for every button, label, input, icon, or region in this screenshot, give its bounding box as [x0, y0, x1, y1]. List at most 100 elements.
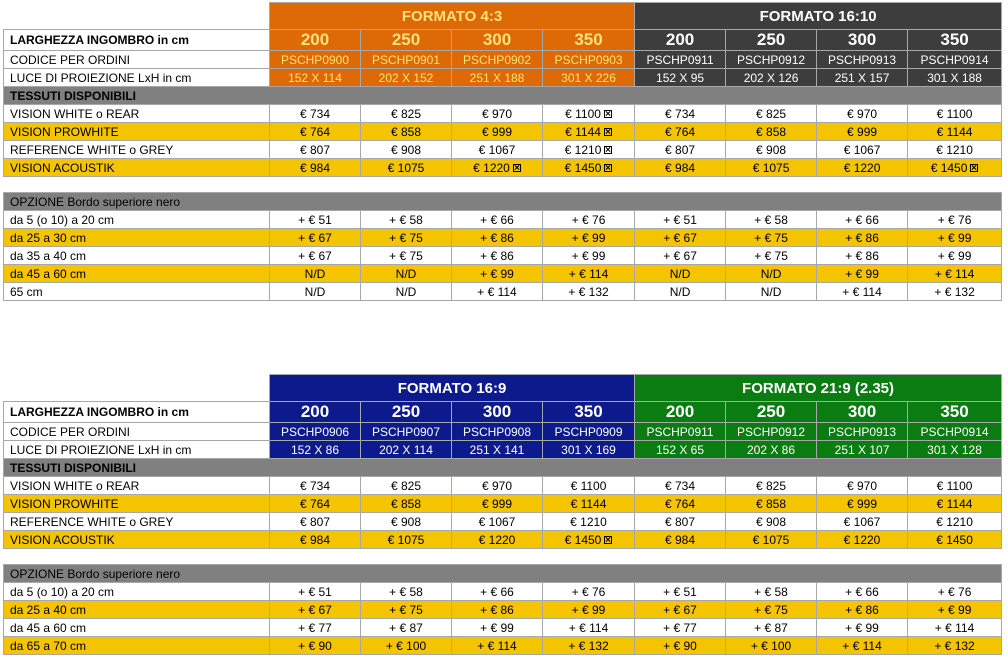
fabric-row: REFERENCE WHITE o GREY € 807 € 908 € 1067 € … [3, 512, 1003, 531]
price-value: € 1100 [936, 478, 973, 493]
option-price: + € 75 [360, 228, 452, 247]
price-value: € 825 [390, 106, 422, 121]
fabric-row: VISION ACOUSTIK € 984 € 1075 € 1220 € 1450 € … [3, 530, 1003, 549]
price-cell: € 764 [634, 494, 727, 513]
order-code: PSCHP0903 [541, 50, 636, 69]
price-value: € 858 [390, 496, 422, 511]
width-label: LARGHEZZA INGOMBRO in cm [3, 29, 270, 51]
spacer [4, 177, 1002, 193]
price-value: € 807 [665, 142, 696, 157]
option-name: da 45 a 60 cm [3, 264, 270, 283]
price-cell: € 1067 [451, 512, 543, 531]
order-code: PSCHP0913 [816, 422, 909, 441]
codes-label: CODICE PER ORDINI [3, 50, 270, 69]
order-code: PSCHP0900 [269, 50, 361, 69]
fabric-name: VISION WHITE o REAR [3, 476, 270, 495]
option-price: + € 86 [451, 228, 543, 247]
price-table-43-1610: FORMATO 4:3 FORMATO 16:10 LARGHEZZA INGOMB… [2, 2, 1003, 301]
size-cell: 300 [816, 29, 909, 51]
format-header-row: FORMATO 16:9 FORMATO 21:9 (2.35) [4, 374, 1003, 402]
price-cell: € 807 [634, 512, 727, 531]
option-name: da 35 a 40 cm [3, 246, 270, 265]
price-value: € 1144 [565, 124, 601, 139]
price-cell: € 1450 [907, 530, 1003, 549]
size-cell: 350 [907, 29, 1003, 51]
price-value: € 984 [665, 160, 696, 175]
option-price: + € 86 [451, 600, 543, 619]
option-price: + € 99 [907, 600, 1003, 619]
price-table-169-219: FORMATO 16:9 FORMATO 21:9 (2.35) LARGHEZZA… [2, 374, 1003, 655]
luce-value: 251 X 188 [451, 68, 543, 87]
price-value: € 734 [299, 106, 331, 121]
option-price: N/D [634, 282, 727, 301]
luce-value: 152 X 86 [269, 440, 361, 459]
price-value: € 984 [299, 532, 331, 547]
option-price: + € 51 [634, 582, 727, 601]
price-value: € 1075 [387, 532, 425, 547]
option-price: + € 67 [634, 246, 727, 265]
price-value: € 970 [481, 478, 513, 493]
option-row: da 45 a 60 cm + € 77 + € 87 + € 99 + € 114 + … [3, 618, 1003, 637]
size-cell: 200 [634, 401, 727, 423]
option-price: + € 66 [816, 582, 909, 601]
price-cell: € 1210 [541, 140, 636, 159]
option-name: da 5 (o 10) a 20 cm [3, 582, 270, 601]
price-cell: € 858 [725, 494, 818, 513]
luce-label: LUCE DI PROIEZIONE LxH in cm [3, 68, 270, 87]
luce-value: 251 X 107 [816, 440, 909, 459]
option-price: + € 67 [269, 246, 361, 265]
order-code: PSCHP0912 [725, 50, 818, 69]
price-cell: € 984 [269, 158, 361, 177]
size-cell: 300 [451, 29, 543, 51]
option-price: + € 75 [725, 246, 818, 265]
option-price: + € 99 [907, 246, 1003, 265]
option-price: + € 66 [451, 582, 543, 601]
width-label: LARGHEZZA INGOMBRO in cm [3, 401, 270, 423]
price-cell: € 1220 [816, 530, 909, 549]
option-row: da 5 (o 10) a 20 cm + € 51 + € 58 + € 66 + €… [3, 582, 1003, 601]
price-cell: € 764 [269, 122, 361, 141]
option-price: + € 75 [360, 246, 452, 265]
option-price: + € 51 [269, 582, 361, 601]
price-cell: € 1144 [907, 494, 1003, 513]
option-row: da 35 a 40 cm + € 67 + € 75 + € 86 + € 99 + €… [3, 246, 1003, 265]
price-value: € 1100 [565, 106, 601, 121]
fabric-name: VISION ACOUSTIK [3, 158, 270, 177]
option-name: da 5 (o 10) a 20 cm [3, 210, 270, 229]
price-value: € 764 [665, 124, 696, 139]
price-value: € 1100 [936, 106, 973, 121]
price-cell: € 999 [451, 122, 543, 141]
option-price: N/D [634, 264, 727, 283]
option-price: + € 90 [634, 636, 727, 655]
option-price: + € 67 [634, 600, 727, 619]
luce-value: 301 X 169 [541, 440, 636, 459]
price-value: € 734 [299, 478, 331, 493]
price-cell: € 825 [725, 104, 818, 123]
option-row: da 25 a 40 cm + € 67 + € 75 + € 86 + € 99 + €… [3, 600, 1003, 619]
price-cell: € 807 [634, 140, 727, 159]
luce-row: LUCE DI PROIEZIONE LxH in cm 152 X 114 202… [3, 68, 1003, 87]
option-price: + € 87 [360, 618, 452, 637]
option-price: N/D [269, 264, 361, 283]
price-cell: € 1067 [451, 140, 543, 159]
checkbox-x-icon [512, 164, 521, 173]
luce-value: 202 X 114 [360, 440, 452, 459]
fabric-row: VISION PROWHITE € 764 € 858 € 999 € 1144 € 76… [3, 122, 1003, 141]
option-price: + € 58 [360, 210, 452, 229]
format-title: FORMATO 21:9 (2.35) [634, 374, 1003, 402]
price-value: € 825 [756, 106, 787, 121]
option-price: + € 132 [541, 282, 636, 301]
luce-value: 202 X 86 [725, 440, 818, 459]
option-row: da 5 (o 10) a 20 cm + € 51 + € 58 + € 66 + €… [3, 210, 1003, 229]
option-price: + € 51 [634, 210, 727, 229]
price-cell: € 908 [360, 140, 452, 159]
format-title: FORMATO 16:9 [268, 374, 636, 402]
option-price: + € 99 [907, 228, 1003, 247]
options-section-header: OPZIONE Bordo superiore nero [2, 192, 1003, 211]
price-value: € 1210 [936, 514, 973, 529]
price-cell: € 1075 [725, 530, 818, 549]
option-price: + € 67 [269, 600, 361, 619]
format-header-row: FORMATO 4:3 FORMATO 16:10 [4, 2, 1003, 30]
checkbox-x-icon [604, 536, 613, 545]
price-value: € 1220 [843, 532, 881, 547]
